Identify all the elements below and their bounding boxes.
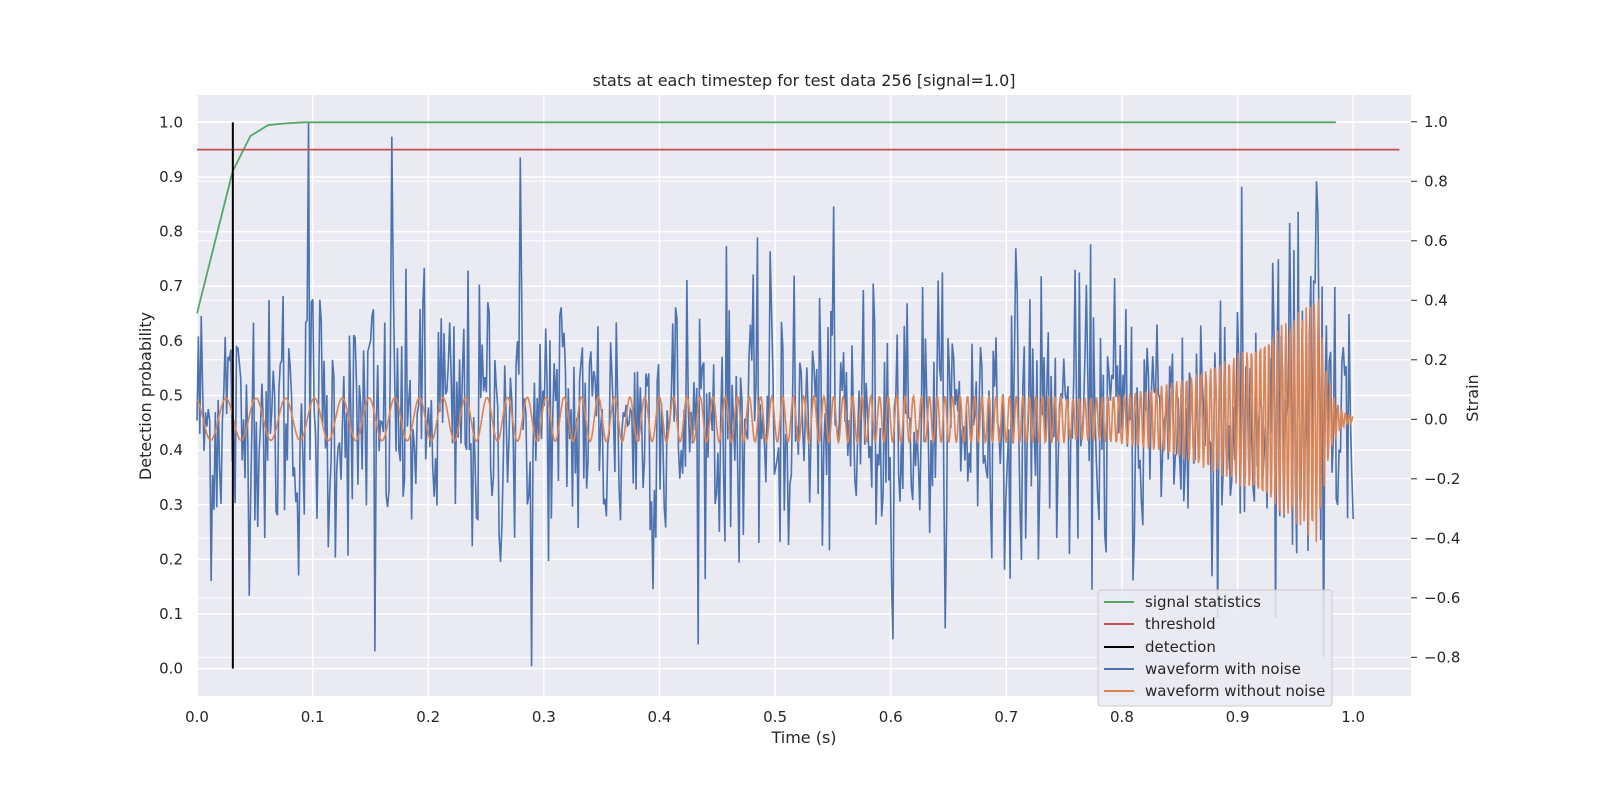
x-tick-label: 0.4 bbox=[648, 708, 672, 726]
y-left-tick-label: 0.3 bbox=[159, 496, 183, 514]
x-axis-title: Time (s) bbox=[770, 728, 836, 747]
x-tick-label: 0.0 bbox=[185, 708, 209, 726]
x-tick-label: 0.3 bbox=[532, 708, 556, 726]
y-left-tick-label: 0.9 bbox=[159, 168, 183, 186]
y-left-tick-label: 0.8 bbox=[159, 223, 183, 241]
legend-label-threshold: threshold bbox=[1145, 615, 1216, 633]
x-tick-label: 0.9 bbox=[1226, 708, 1250, 726]
y-right-tick-label: 1.0 bbox=[1424, 113, 1448, 131]
x-tick-label: 0.1 bbox=[301, 708, 325, 726]
y-axis-title-left: Detection probability bbox=[136, 312, 155, 480]
x-tick-label: 0.7 bbox=[994, 708, 1018, 726]
x-tick-label: 1.0 bbox=[1341, 708, 1365, 726]
y-left-tick-label: 0.1 bbox=[159, 605, 183, 623]
series-line-signal-statistics bbox=[196, 121, 1336, 314]
y-left-tick-label: 0.2 bbox=[159, 550, 183, 568]
y-right-tick-label: 0.2 bbox=[1424, 351, 1448, 369]
y-left-tick-label: 0.4 bbox=[159, 441, 183, 459]
x-tick-label: 0.8 bbox=[1110, 708, 1134, 726]
y-right-tick-label: −0.6 bbox=[1424, 589, 1460, 607]
y-right-tick-label: −0.4 bbox=[1424, 529, 1460, 547]
y-right-tick-label: −0.8 bbox=[1424, 648, 1460, 666]
x-tick-label: 0.2 bbox=[416, 708, 440, 726]
y-right-tick-label: −0.2 bbox=[1424, 470, 1460, 488]
legend-box bbox=[1097, 589, 1333, 707]
chart-title: stats at each timestep for test data 256… bbox=[592, 71, 1015, 90]
legend-label-signal-statistics: signal statistics bbox=[1145, 593, 1261, 611]
x-tick-label: 0.6 bbox=[879, 708, 903, 726]
y-left-tick-label: 0.0 bbox=[159, 660, 183, 678]
series-line-waveform-without-noise bbox=[196, 298, 1354, 543]
y-left-tick-label: 1.0 bbox=[159, 113, 183, 131]
ticks-layer: 0.0 0.1 0.2 0.3 0.4 0.5 0.6 0.7 0.8 0.9 1.0 0.0 0.1 0… bbox=[159, 113, 1460, 726]
legend-label-detection: detection bbox=[1145, 638, 1216, 656]
y-left-tick-label: 0.7 bbox=[159, 277, 183, 295]
y-right-tick-label: 0.4 bbox=[1424, 291, 1448, 309]
y-right-tick-label: 0.8 bbox=[1424, 172, 1448, 190]
x-tick-label: 0.5 bbox=[763, 708, 787, 726]
legend: signal statistics threshold detection wa… bbox=[1097, 589, 1333, 707]
legend-label-waveform-without-noise: waveform without noise bbox=[1145, 682, 1325, 700]
y-right-tick-label: 0.6 bbox=[1424, 232, 1448, 250]
legend-label-waveform-with-noise: waveform with noise bbox=[1145, 660, 1301, 678]
y-left-tick-label: 0.6 bbox=[159, 332, 183, 350]
series-layer bbox=[196, 121, 1400, 669]
y-axis-title-right: Strain bbox=[1463, 374, 1482, 421]
y-left-tick-label: 0.5 bbox=[159, 387, 183, 405]
series-line-waveform-with-noise bbox=[196, 121, 1354, 667]
y-right-tick-label: 0.0 bbox=[1424, 410, 1448, 428]
